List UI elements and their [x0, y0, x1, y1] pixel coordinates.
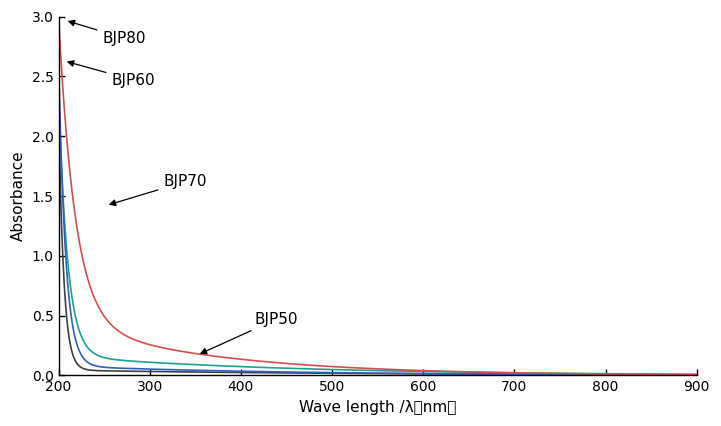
Text: BJP60: BJP60: [68, 61, 155, 87]
Text: BJP70: BJP70: [110, 174, 207, 205]
X-axis label: Wave length /λ（nm）: Wave length /λ（nm）: [299, 400, 456, 415]
Y-axis label: Absorbance: Absorbance: [11, 151, 26, 242]
Text: BJP80: BJP80: [69, 20, 146, 46]
Text: BJP50: BJP50: [201, 312, 298, 354]
